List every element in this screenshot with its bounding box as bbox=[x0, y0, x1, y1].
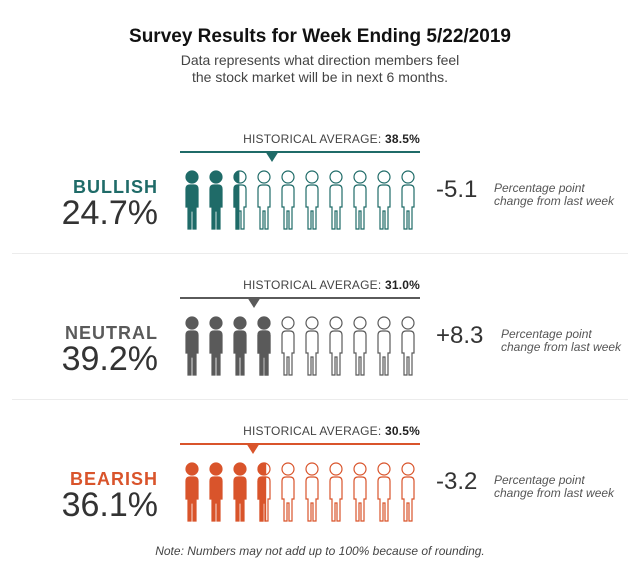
footnote: Note: Numbers may not add up to 100% bec… bbox=[155, 544, 485, 558]
historical-average-line bbox=[180, 297, 420, 299]
section-divider bbox=[12, 399, 628, 400]
person-icon bbox=[257, 170, 271, 230]
historical-average-marker bbox=[265, 151, 280, 162]
person-icon bbox=[329, 316, 343, 376]
person-icon bbox=[329, 462, 343, 522]
category-percent: 24.7% bbox=[61, 194, 158, 232]
person-icon bbox=[329, 170, 343, 230]
chart-subtitle: Data represents what direction members f… bbox=[180, 52, 460, 85]
pictogram-row bbox=[185, 170, 415, 230]
person-icon bbox=[257, 462, 271, 522]
person-icon bbox=[281, 170, 295, 230]
pictogram-row bbox=[185, 462, 415, 522]
historical-average-label: HISTORICAL AVERAGE: 30.5% bbox=[243, 424, 420, 438]
person-icon bbox=[353, 462, 367, 522]
chart-title: Survey Results for Week Ending 5/22/2019 bbox=[129, 26, 511, 47]
person-icon bbox=[305, 170, 319, 230]
person-icon bbox=[377, 462, 391, 522]
person-icon bbox=[305, 462, 319, 522]
person-icon bbox=[185, 462, 199, 522]
weekly-change: -5.1 bbox=[436, 176, 478, 203]
historical-average-line bbox=[180, 151, 420, 153]
category-percent: 36.1% bbox=[61, 486, 158, 524]
person-icon bbox=[305, 316, 319, 376]
weekly-change-note: Percentage point change from last week bbox=[494, 181, 615, 208]
person-icon bbox=[185, 170, 199, 230]
person-icon bbox=[401, 316, 415, 376]
person-icon bbox=[185, 316, 199, 376]
person-icon bbox=[281, 316, 295, 376]
weekly-change: -3.2 bbox=[436, 468, 478, 495]
person-icon bbox=[233, 462, 247, 522]
category-percent: 39.2% bbox=[61, 340, 158, 378]
bearish-section: HISTORICAL AVERAGE: 30.5% BEARISH 36.1% … bbox=[0, 424, 640, 570]
person-icon bbox=[353, 170, 367, 230]
category-label: BEARISH bbox=[69, 469, 158, 489]
person-icon bbox=[233, 170, 247, 230]
historical-average-marker bbox=[247, 297, 262, 308]
historical-average-marker bbox=[246, 443, 261, 454]
person-icon bbox=[209, 170, 223, 230]
person-icon bbox=[209, 316, 223, 376]
person-icon bbox=[401, 170, 415, 230]
weekly-change-note: Percentage point change from last week bbox=[494, 473, 615, 500]
section-divider bbox=[12, 253, 628, 254]
person-icon bbox=[401, 462, 415, 522]
category-label: NEUTRAL bbox=[65, 323, 158, 343]
pictogram-row bbox=[185, 316, 415, 376]
person-icon bbox=[281, 462, 295, 522]
bullish-section: HISTORICAL AVERAGE: 38.5% BULLISH 24.7% … bbox=[0, 132, 640, 278]
historical-average-label: HISTORICAL AVERAGE: 38.5% bbox=[243, 132, 420, 146]
person-icon bbox=[233, 316, 247, 376]
neutral-section: HISTORICAL AVERAGE: 31.0% NEUTRAL 39.2% … bbox=[0, 278, 640, 424]
person-icon bbox=[209, 462, 223, 522]
historical-average-label: HISTORICAL AVERAGE: 31.0% bbox=[243, 278, 420, 292]
person-icon bbox=[257, 316, 271, 376]
person-icon bbox=[377, 170, 391, 230]
weekly-change: +8.3 bbox=[436, 322, 484, 349]
weekly-change-note: Percentage point change from last week bbox=[501, 327, 622, 354]
person-icon bbox=[353, 316, 367, 376]
category-label: BULLISH bbox=[73, 177, 158, 197]
historical-average-line bbox=[180, 443, 420, 445]
person-icon bbox=[377, 316, 391, 376]
